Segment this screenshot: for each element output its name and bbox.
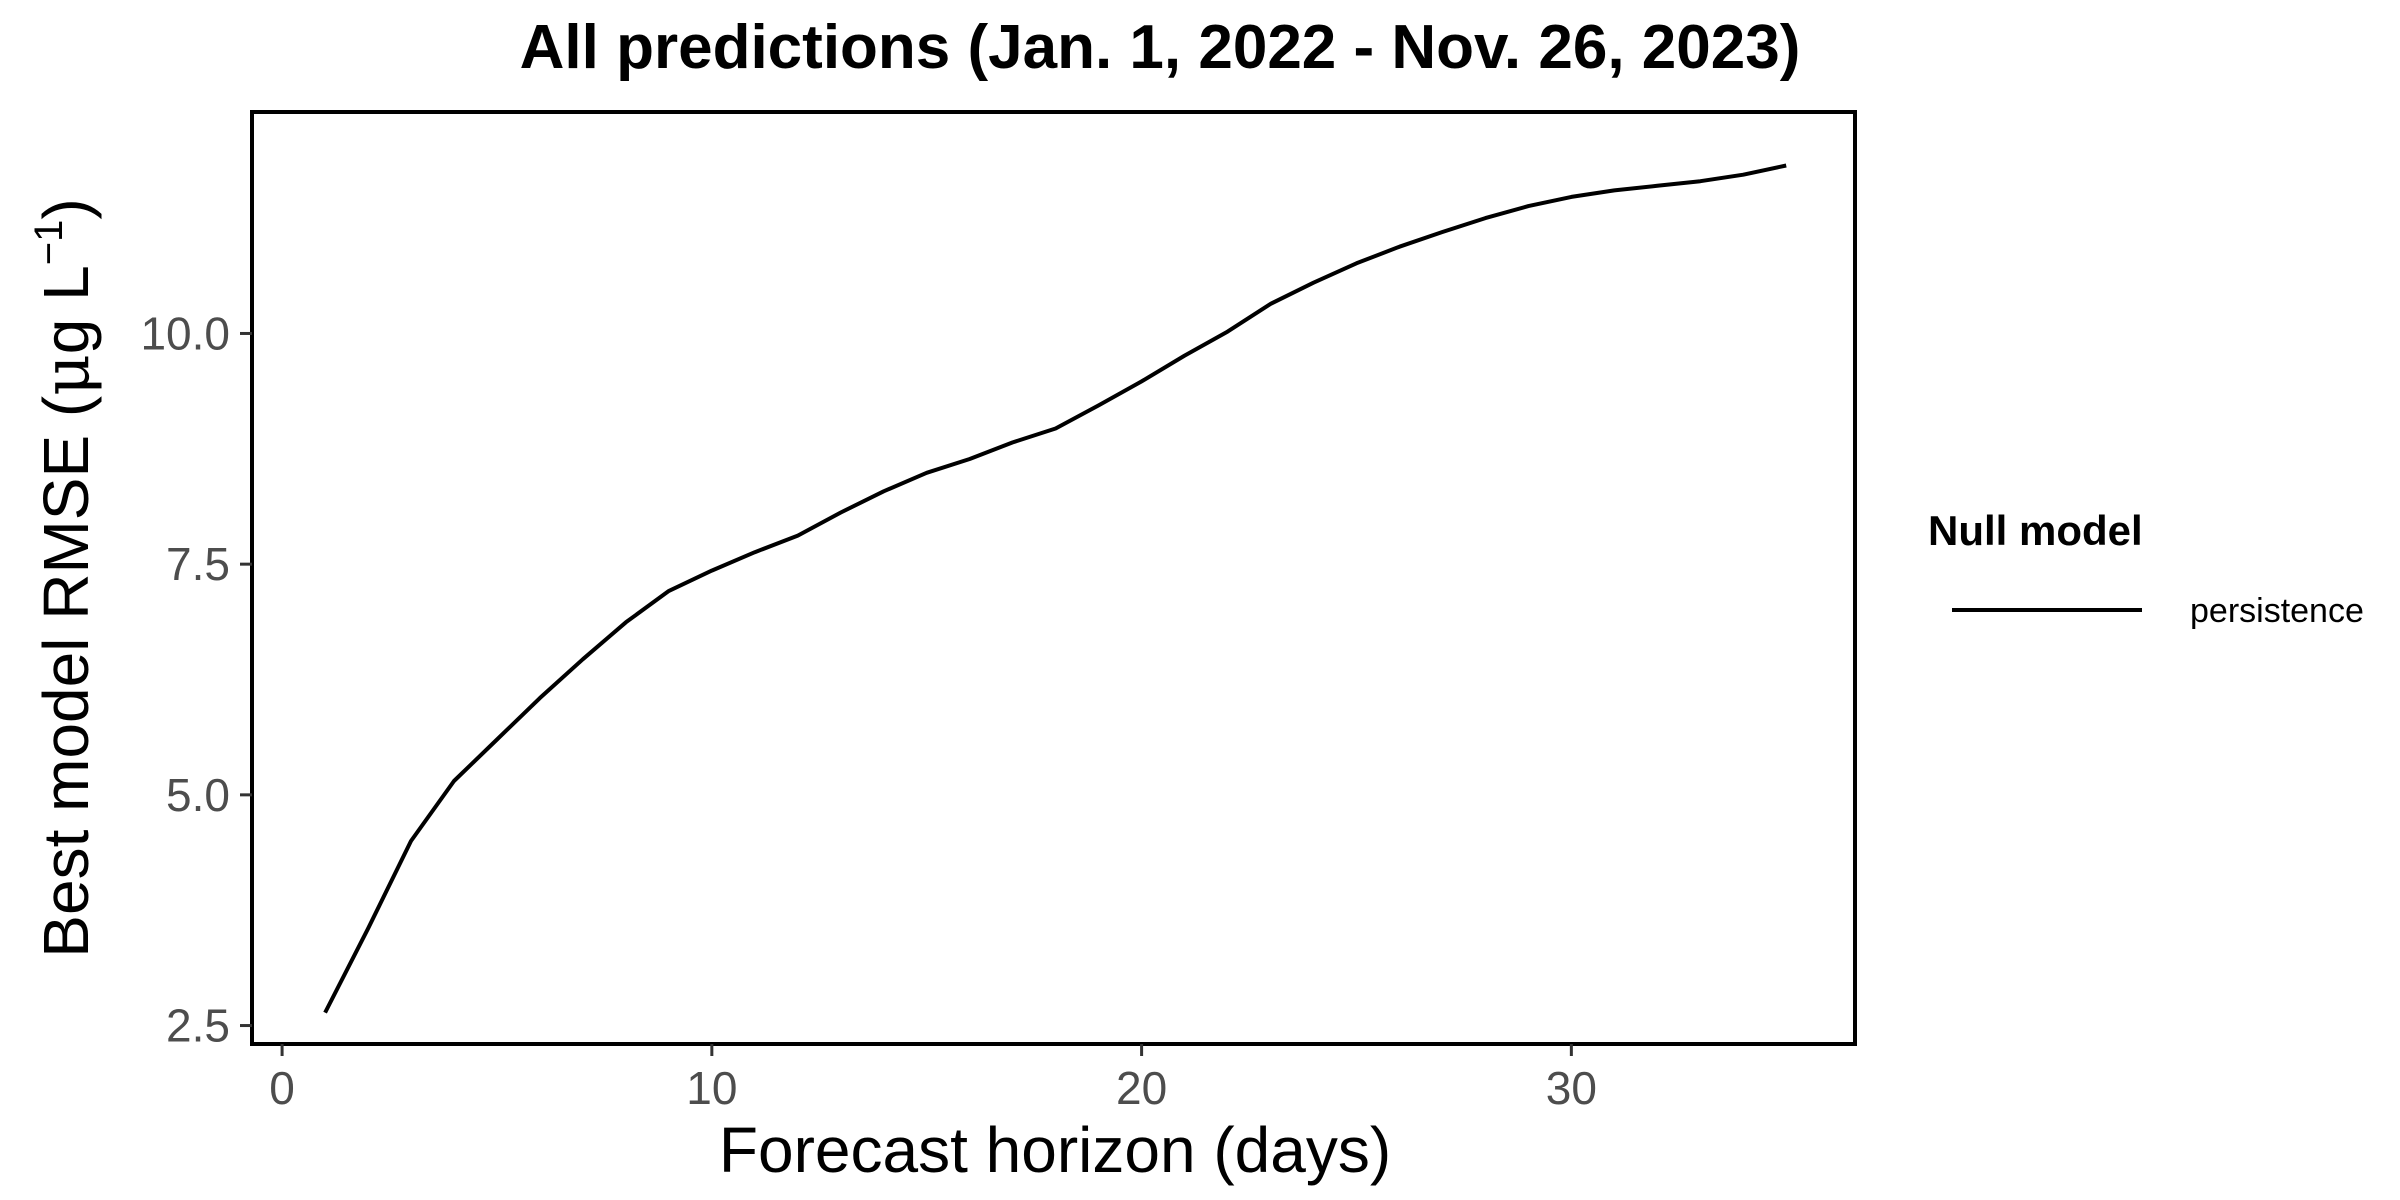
chart-title: All predictions (Jan. 1, 2022 - Nov. 26,… xyxy=(520,13,1801,82)
y-tick-label: 10.0 xyxy=(140,307,230,359)
x-tick-label: 10 xyxy=(686,1062,737,1114)
y-tick-label: 2.5 xyxy=(166,1000,230,1052)
y-tick-label: 5.0 xyxy=(166,769,230,821)
x-tick-label: 0 xyxy=(269,1062,295,1114)
y-axis-title-main: Best model RMSE ( xyxy=(30,396,102,958)
x-axis-title: Forecast horizon (days) xyxy=(719,1114,1391,1186)
y-axis-title-close: ) xyxy=(30,198,102,219)
plot-panel xyxy=(250,110,1857,1046)
x-axis: 0 10 20 30 xyxy=(269,1044,1597,1114)
x-tick-label: 20 xyxy=(1116,1062,1167,1114)
y-axis-title-sup: −1 xyxy=(27,220,71,266)
y-axis-title: Best model RMSE (μg L−1) xyxy=(27,198,104,957)
y-axis: 2.5 5.0 7.5 10.0 xyxy=(140,307,252,1052)
series-line-persistence xyxy=(323,163,1787,1014)
legend: Null model persistence xyxy=(1928,507,2364,630)
y-tick-label: 7.5 xyxy=(166,538,230,590)
legend-title: Null model xyxy=(1928,507,2143,554)
y-axis-title-mu: μ xyxy=(30,354,104,396)
y-axis-title-unit: g L xyxy=(30,265,102,354)
legend-label-persistence: persistence xyxy=(2190,592,2364,630)
x-tick-label: 30 xyxy=(1546,1062,1597,1114)
